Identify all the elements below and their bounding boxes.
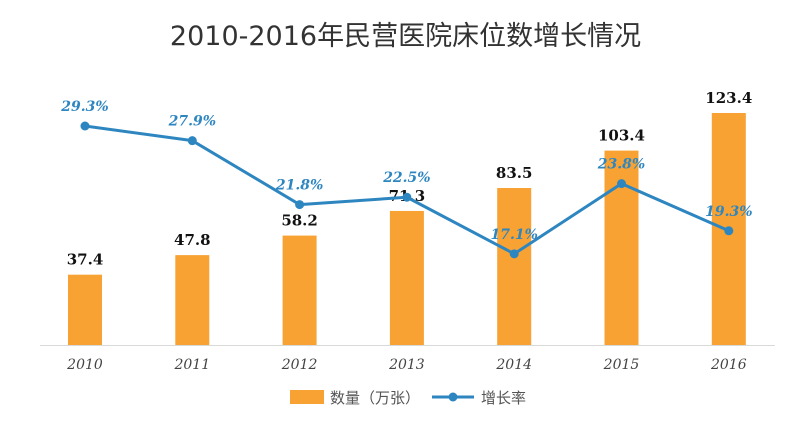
growth-rate-label-2011: 27.9% [168, 114, 216, 130]
x-tick-label-2013: 2013 [388, 357, 425, 373]
x-tick-label-2011: 2011 [173, 357, 210, 373]
bar-2013 [389, 210, 424, 345]
growth-rate-point-2011 [187, 136, 197, 146]
growth-rate-point-2012 [295, 200, 305, 210]
bar-2011 [175, 255, 210, 345]
growth-rate-point-2016 [724, 226, 734, 236]
bar-value-label-2012: 58.2 [281, 212, 318, 230]
x-tick-label-2012: 2012 [281, 357, 318, 373]
bar-2010 [68, 274, 102, 345]
growth-rate-point-2014 [509, 249, 519, 259]
growth-rate-label-2010: 29.3% [60, 99, 108, 115]
growth-rate-label-2014: 17.1% [490, 227, 537, 243]
growth-rate-point-2013 [402, 192, 412, 202]
x-tick-label-2014: 2014 [495, 357, 532, 373]
bar-value-label-2016: 123.4 [705, 89, 752, 107]
chart-title: 2010-2016年民营医院床位数增长情况 [169, 21, 642, 52]
bar-value-label-2010: 37.4 [67, 251, 104, 269]
bar-2012 [282, 235, 317, 345]
x-tick-label-2010: 2010 [66, 357, 103, 373]
growth-rate-label-2016: 19.3% [705, 204, 752, 220]
legend-swatch-marker [448, 392, 458, 402]
growth-rate-label-2015: 23.8% [597, 157, 645, 173]
growth-rate-label-2012: 21.8% [275, 178, 323, 194]
legend-label-line: 增长率 [481, 389, 526, 407]
growth-rate-point-2015 [617, 179, 626, 189]
bar-value-label-2014: 83.5 [496, 164, 533, 182]
growth-rate-label-2013: 22.5% [382, 170, 430, 186]
legend-label-bar: 数量（万张） [330, 389, 420, 407]
bar-value-label-2011: 47.8 [174, 231, 211, 249]
growth-rate-point-2010 [80, 121, 90, 131]
legend-swatch-bar [290, 390, 324, 404]
bar-value-label-2015: 103.4 [598, 127, 645, 145]
bar-2014 [497, 188, 532, 345]
x-tick-label-2015: 2015 [603, 357, 640, 373]
x-tick-label-2016: 2016 [710, 357, 747, 373]
